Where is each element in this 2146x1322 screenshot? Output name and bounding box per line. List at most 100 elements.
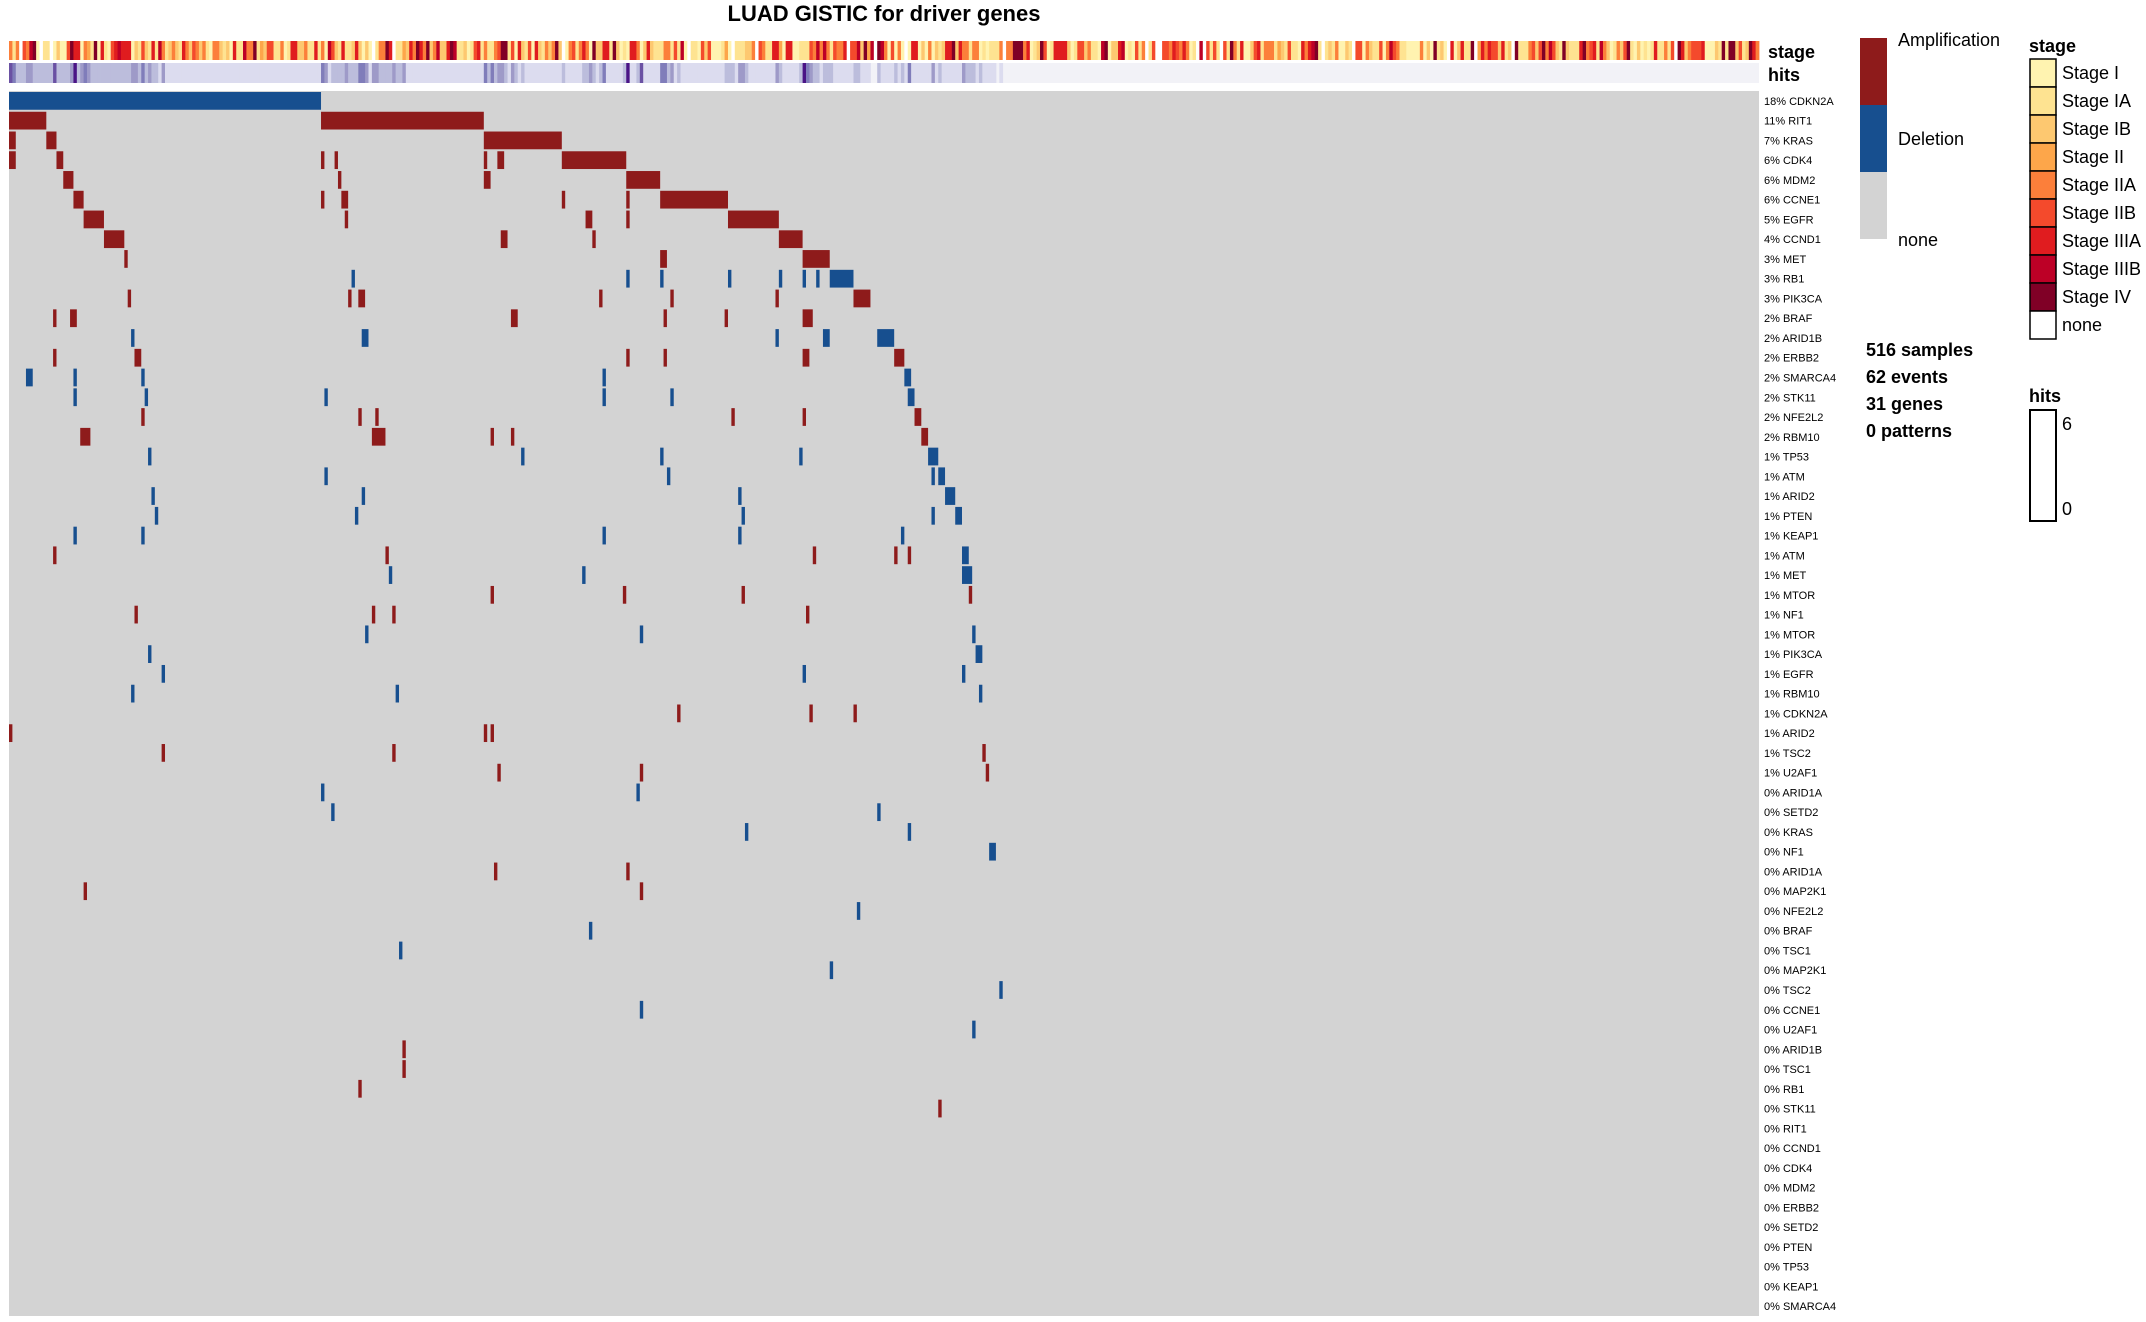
stage-cell bbox=[653, 41, 658, 60]
stage-cell bbox=[741, 41, 746, 60]
cell-deletion bbox=[388, 566, 393, 584]
stage-cell bbox=[388, 41, 393, 60]
cell-deletion bbox=[900, 526, 905, 545]
stage-cell bbox=[32, 41, 37, 60]
stage-cell bbox=[358, 41, 363, 60]
stage-cell bbox=[1704, 41, 1709, 60]
cell-deletion bbox=[395, 684, 400, 703]
stage-cell bbox=[1752, 41, 1757, 60]
stage-cell bbox=[300, 41, 305, 60]
hits-cell bbox=[134, 63, 139, 83]
hits-cell bbox=[653, 63, 658, 83]
stage-cell bbox=[873, 41, 878, 60]
stage-cell bbox=[619, 41, 624, 60]
hits-cell bbox=[670, 63, 675, 83]
stage-cell bbox=[209, 41, 213, 60]
hits-cell bbox=[704, 63, 709, 83]
cell-deletion bbox=[151, 487, 155, 505]
stage-cell bbox=[131, 41, 135, 60]
stage-cell bbox=[704, 41, 709, 60]
stage-cell bbox=[460, 41, 464, 60]
row-label: 2% STK11 bbox=[1764, 392, 1816, 404]
hits-cell bbox=[304, 63, 308, 83]
cell-amplification bbox=[124, 250, 128, 268]
stage-cell bbox=[493, 41, 498, 60]
hits-cell bbox=[616, 63, 620, 83]
stage-cell bbox=[914, 41, 919, 60]
stage-cell bbox=[1467, 41, 1472, 60]
stage-cell bbox=[1602, 41, 1607, 60]
stage-cell bbox=[846, 41, 851, 60]
stage-cell bbox=[636, 41, 641, 60]
hits-cell bbox=[765, 63, 770, 83]
cell-amplification bbox=[626, 190, 630, 209]
row-label: 0% PTEN bbox=[1764, 1242, 1812, 1254]
hits-cell bbox=[588, 63, 593, 83]
stage-cell bbox=[239, 41, 244, 60]
stage-cell bbox=[1541, 41, 1546, 60]
hits-cell bbox=[141, 63, 146, 83]
hits-cell bbox=[168, 63, 173, 83]
stage-cell bbox=[1548, 41, 1553, 60]
cell-deletion bbox=[399, 941, 403, 960]
stage-cell bbox=[975, 41, 980, 60]
hits-cell bbox=[402, 63, 407, 83]
stage-cell bbox=[117, 41, 122, 60]
cell-amplification bbox=[812, 546, 817, 565]
stage-cell bbox=[1552, 41, 1556, 60]
hits-cell bbox=[782, 63, 787, 83]
stage-cell bbox=[1297, 41, 1302, 60]
cell-deletion bbox=[588, 921, 593, 940]
stage-cell bbox=[917, 41, 922, 60]
stage-cell bbox=[1290, 41, 1295, 60]
row-label: 0% RB1 bbox=[1764, 1084, 1804, 1096]
cell-amplification bbox=[392, 744, 396, 762]
stage-cell bbox=[1524, 41, 1529, 60]
stage-cell bbox=[934, 41, 939, 60]
hits-cell bbox=[443, 63, 447, 83]
hits-cell bbox=[473, 63, 478, 83]
row-label: 2% ARID1B bbox=[1764, 333, 1822, 345]
stage-cell bbox=[1521, 41, 1526, 60]
hits-cell bbox=[860, 63, 865, 83]
stage-cell bbox=[1002, 41, 1007, 60]
stage-cell bbox=[443, 41, 447, 60]
stat-events: 62 events bbox=[1866, 367, 1948, 387]
hits-cell bbox=[636, 63, 641, 83]
stage-cell bbox=[83, 41, 88, 60]
hits-cell bbox=[816, 63, 820, 83]
cell-deletion bbox=[660, 447, 664, 466]
hits-cell bbox=[107, 63, 112, 83]
hits-cell bbox=[711, 63, 715, 83]
hits-cell bbox=[236, 63, 241, 83]
stage-cell bbox=[344, 41, 349, 60]
hits-cell bbox=[510, 63, 515, 83]
cell-amplification bbox=[806, 605, 810, 624]
hits-cell bbox=[978, 63, 983, 83]
row-label: 0% TSC2 bbox=[1764, 985, 1811, 997]
stage-cell bbox=[1338, 41, 1343, 60]
stage-cell bbox=[697, 41, 702, 60]
stage-cell bbox=[870, 41, 875, 60]
hits-cell bbox=[490, 63, 495, 83]
hits-cell bbox=[717, 63, 722, 83]
stage-cell bbox=[1406, 41, 1411, 60]
hits-cell bbox=[582, 63, 586, 83]
cell-amplification bbox=[70, 309, 77, 328]
hits-cell bbox=[395, 63, 400, 83]
row-label: 0% ARID1A bbox=[1764, 787, 1823, 799]
hits-cell bbox=[592, 63, 597, 83]
hits-cell bbox=[483, 63, 488, 83]
cell-amplification bbox=[46, 131, 57, 150]
cell-amplification bbox=[660, 190, 728, 209]
hits-cell bbox=[744, 63, 749, 83]
stage-cell bbox=[317, 41, 322, 60]
stage-cell bbox=[375, 41, 380, 60]
hits-cell bbox=[619, 63, 624, 83]
stage-cell bbox=[134, 41, 139, 60]
hits-cell bbox=[985, 63, 990, 83]
stage-cell bbox=[755, 41, 759, 60]
hits-cell bbox=[331, 63, 335, 83]
hits-cell bbox=[789, 63, 793, 83]
cell-deletion bbox=[989, 842, 996, 861]
